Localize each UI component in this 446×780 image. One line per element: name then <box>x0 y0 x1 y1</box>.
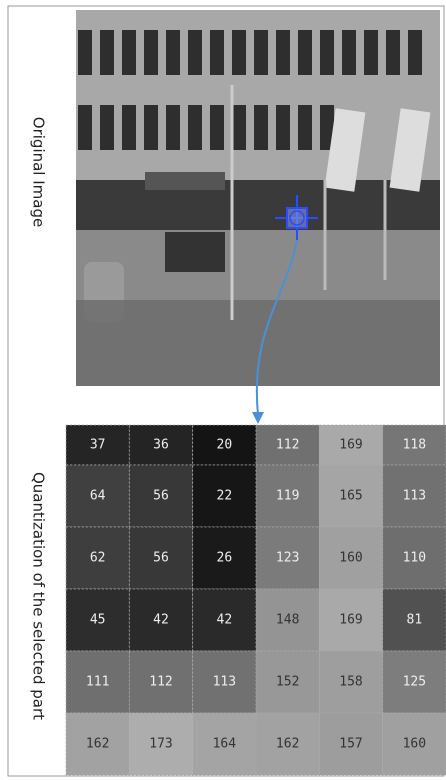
cell-value: 26 <box>217 551 233 566</box>
cell-value: 148 <box>276 613 299 628</box>
cell-value: 56 <box>153 551 169 566</box>
cell-value: 110 <box>403 551 426 566</box>
cell-value: 112 <box>149 675 172 690</box>
arrow-head <box>252 412 264 424</box>
cell-value: 113 <box>213 675 236 690</box>
cell-value: 165 <box>339 489 362 504</box>
cell-value: 36 <box>153 438 169 453</box>
cell-value: 123 <box>276 551 299 566</box>
cell-value: 56 <box>153 489 169 504</box>
cell-value: 118 <box>403 438 426 453</box>
cell-value: 113 <box>403 489 426 504</box>
cell-value: 160 <box>403 737 426 752</box>
quantized-label: Quantization of the selected part <box>30 472 48 720</box>
quantization-grid: 37 36 20 112 169 118 64 56 22 119 165 113 62 56 26 123 1… <box>66 425 446 775</box>
cell-value: 152 <box>276 675 299 690</box>
cell-value: 81 <box>407 613 423 628</box>
cell-value: 164 <box>213 737 237 752</box>
cell-value: 160 <box>339 551 362 566</box>
cell-value: 64 <box>90 489 106 504</box>
cell-value: 45 <box>90 613 106 628</box>
cell-value: 111 <box>86 675 109 690</box>
figure: Original Image Quantization of the selec… <box>0 0 446 780</box>
cell-value: 42 <box>217 613 233 628</box>
photo <box>76 10 440 386</box>
cell-value: 157 <box>339 737 362 752</box>
cell-value: 169 <box>339 438 362 453</box>
cell-value: 22 <box>217 489 233 504</box>
cell-value: 112 <box>276 438 299 453</box>
cell-value: 125 <box>403 675 426 690</box>
cell-value: 162 <box>276 737 299 752</box>
cell-value: 173 <box>149 737 172 752</box>
cell-value: 169 <box>339 613 362 628</box>
original-label: Original Image <box>30 117 48 227</box>
cell-value: 62 <box>90 551 106 566</box>
cell-value: 162 <box>86 737 109 752</box>
cell-value: 119 <box>276 489 299 504</box>
cell-value: 42 <box>153 613 169 628</box>
cell-value: 158 <box>339 675 362 690</box>
cell-value: 20 <box>217 438 233 453</box>
cell-value: 37 <box>90 438 106 453</box>
